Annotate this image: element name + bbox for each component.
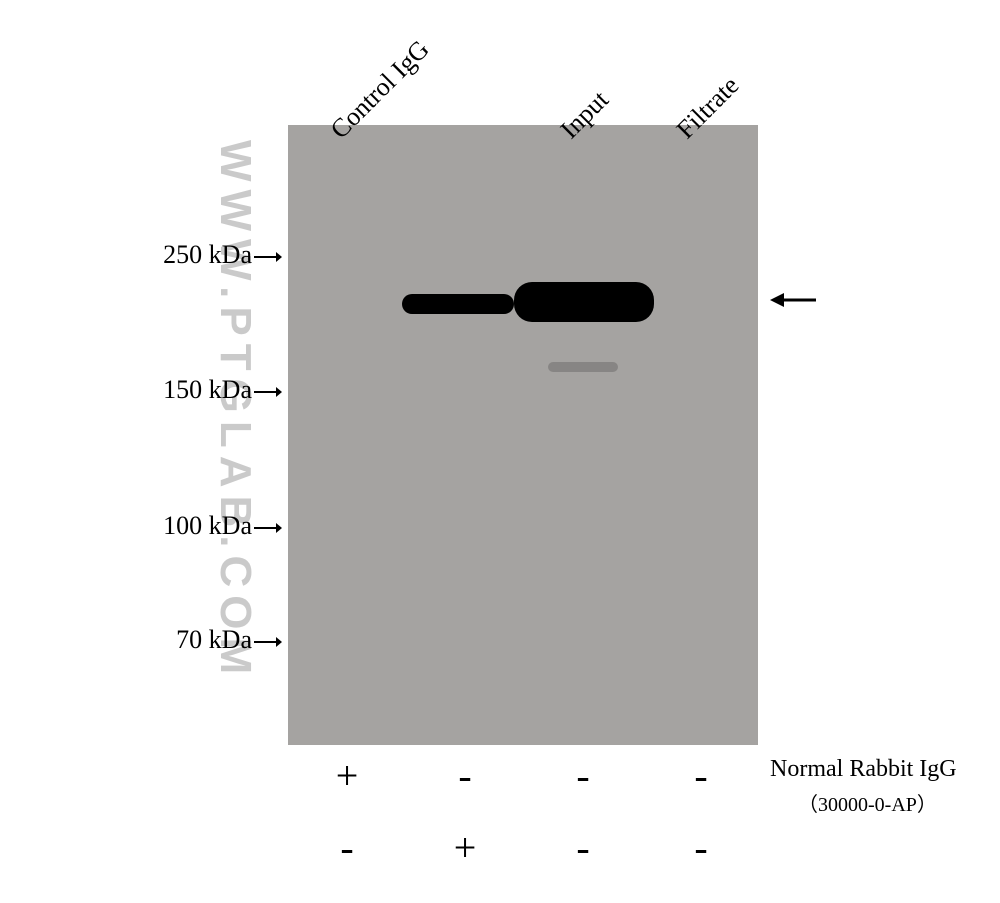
watermark-text: WWW.PTGLAB.COM — [210, 140, 260, 682]
normal-rabbit-igg-label: Normal Rabbit IgG — [770, 756, 957, 783]
mw-marker-label: 150 kDa — [163, 375, 252, 404]
mw-marker-100: 100 kDa — [0, 511, 282, 541]
target-band-arrow-icon — [770, 292, 816, 308]
arrow-right-icon — [254, 250, 282, 264]
mw-marker-label: 100 kDa — [163, 511, 252, 540]
mw-marker-150: 150 kDa — [0, 375, 282, 405]
symbol-row2-col3: - — [563, 824, 603, 871]
mw-marker-label: 250 kDa — [163, 240, 252, 269]
symbol-row1-col1: + — [327, 752, 367, 799]
symbol-row2-col2: + — [445, 824, 485, 871]
arrow-right-icon — [254, 635, 282, 649]
symbol-row1-col2: - — [445, 752, 485, 799]
band-lane2 — [402, 294, 514, 314]
blot-membrane — [288, 125, 758, 745]
arrow-right-icon — [254, 385, 282, 399]
figure-root: WWW.PTGLAB.COM Control IgG Input Filtrat… — [0, 0, 1000, 903]
mw-marker-label: 70 kDa — [176, 625, 252, 654]
band-lane3-faint — [548, 362, 618, 372]
symbol-row1-col3: - — [563, 752, 603, 799]
arrow-right-icon — [254, 521, 282, 535]
symbol-row2-col1: - — [327, 824, 367, 871]
mw-marker-70: 70 kDa — [0, 625, 282, 655]
band-lane3-main — [514, 282, 654, 322]
normal-rabbit-igg-catalog: （30000-0-AP） — [798, 788, 937, 817]
mw-marker-250: 250 kDa — [0, 240, 282, 270]
symbol-row1-col4: - — [681, 752, 721, 799]
symbol-row2-col4: - — [681, 824, 721, 871]
